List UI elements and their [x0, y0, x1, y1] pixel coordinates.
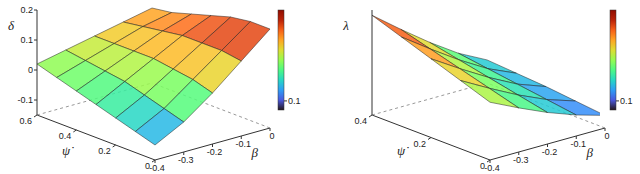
- surface-patch: [402, 37, 460, 69]
- y-tick-label: 0.4: [59, 131, 72, 141]
- x-tick-label: -0.1: [570, 139, 586, 149]
- surface: [372, 15, 600, 115]
- y-tick: [369, 115, 372, 117]
- figure: -0.4 -0.3 -0.2 -0.1 0 0 0.2 0.4 0.6 -0.1 0 0.1 0.2 β ψ…: [0, 0, 640, 174]
- z-tick-label: 0.1: [20, 35, 33, 45]
- y-tick: [487, 160, 490, 162]
- x-axis-title: β: [251, 145, 259, 160]
- z-tick: [34, 10, 37, 11]
- y-tick: [113, 145, 116, 147]
- y-tick: [428, 138, 431, 140]
- floor-edge: [372, 83, 487, 115]
- y-tick-label: 0: [480, 161, 485, 171]
- surface-patch: [461, 81, 519, 108]
- y-tick-label: 0.6: [19, 116, 32, 126]
- z-axis-line: [37, 10, 38, 115]
- y-axis-title: ψ̇: [397, 143, 409, 158]
- z-axis-title: λ: [342, 18, 349, 33]
- x-axis-line: [490, 128, 605, 160]
- y-tick: [152, 160, 155, 162]
- surface: [37, 8, 270, 145]
- y-axis-line: [372, 115, 490, 160]
- x-tick-label: -0.3: [178, 155, 194, 165]
- x-axis-line: [155, 128, 270, 160]
- y-tick-label: 0.2: [98, 146, 111, 156]
- x-tick-label: -0.2: [207, 147, 223, 157]
- x-tick-label: -0.1: [235, 139, 251, 149]
- y-tick-label: 0.4: [354, 116, 367, 126]
- z-axis-line: [372, 10, 373, 115]
- x-tick-label: -0.4: [149, 163, 165, 173]
- panel-0: -0.4 -0.3 -0.2 -0.1 0 0 0.2 0.4 0.6 -0.1 0 0.1 0.2 β ψ…: [8, 5, 301, 173]
- y-tick: [73, 130, 76, 132]
- colorbar: [278, 10, 284, 110]
- x-tick-label: 0: [604, 131, 609, 141]
- y-axis-title: ψ̇: [62, 143, 74, 158]
- z-tick: [34, 70, 37, 71]
- colorbar: [610, 10, 616, 110]
- colorbar-tick: [616, 100, 619, 101]
- colorbar-tick: [284, 100, 287, 101]
- z-tick: [34, 40, 37, 41]
- y-tick-label: 0.2: [413, 139, 426, 149]
- z-tick-label: -0.1: [17, 95, 33, 105]
- colorbar-tick-label: 0.1: [620, 96, 633, 106]
- z-tick-label: 0.2: [20, 5, 33, 15]
- colorbar-tick-label: 0.1: [288, 96, 301, 106]
- z-axis-title: δ: [8, 18, 15, 33]
- panel-1: -0.4 -0.3 -0.2 -0.1 0 0 0.2 0.4 β ψ̇ λ 0.1: [342, 10, 632, 173]
- surface-patch: [372, 15, 430, 49]
- surface-patch: [135, 109, 183, 146]
- y-tick-label: 0: [145, 161, 150, 171]
- x-tick-label: -0.4: [484, 163, 500, 173]
- x-tick-label: -0.2: [542, 147, 558, 157]
- x-tick-label: -0.3: [513, 155, 529, 165]
- z-tick: [34, 100, 37, 101]
- x-axis-title: β: [586, 145, 594, 160]
- surface-patch: [431, 59, 489, 89]
- y-tick: [34, 115, 37, 117]
- z-tick-label: 0: [28, 65, 33, 75]
- x-tick-label: 0: [269, 131, 274, 141]
